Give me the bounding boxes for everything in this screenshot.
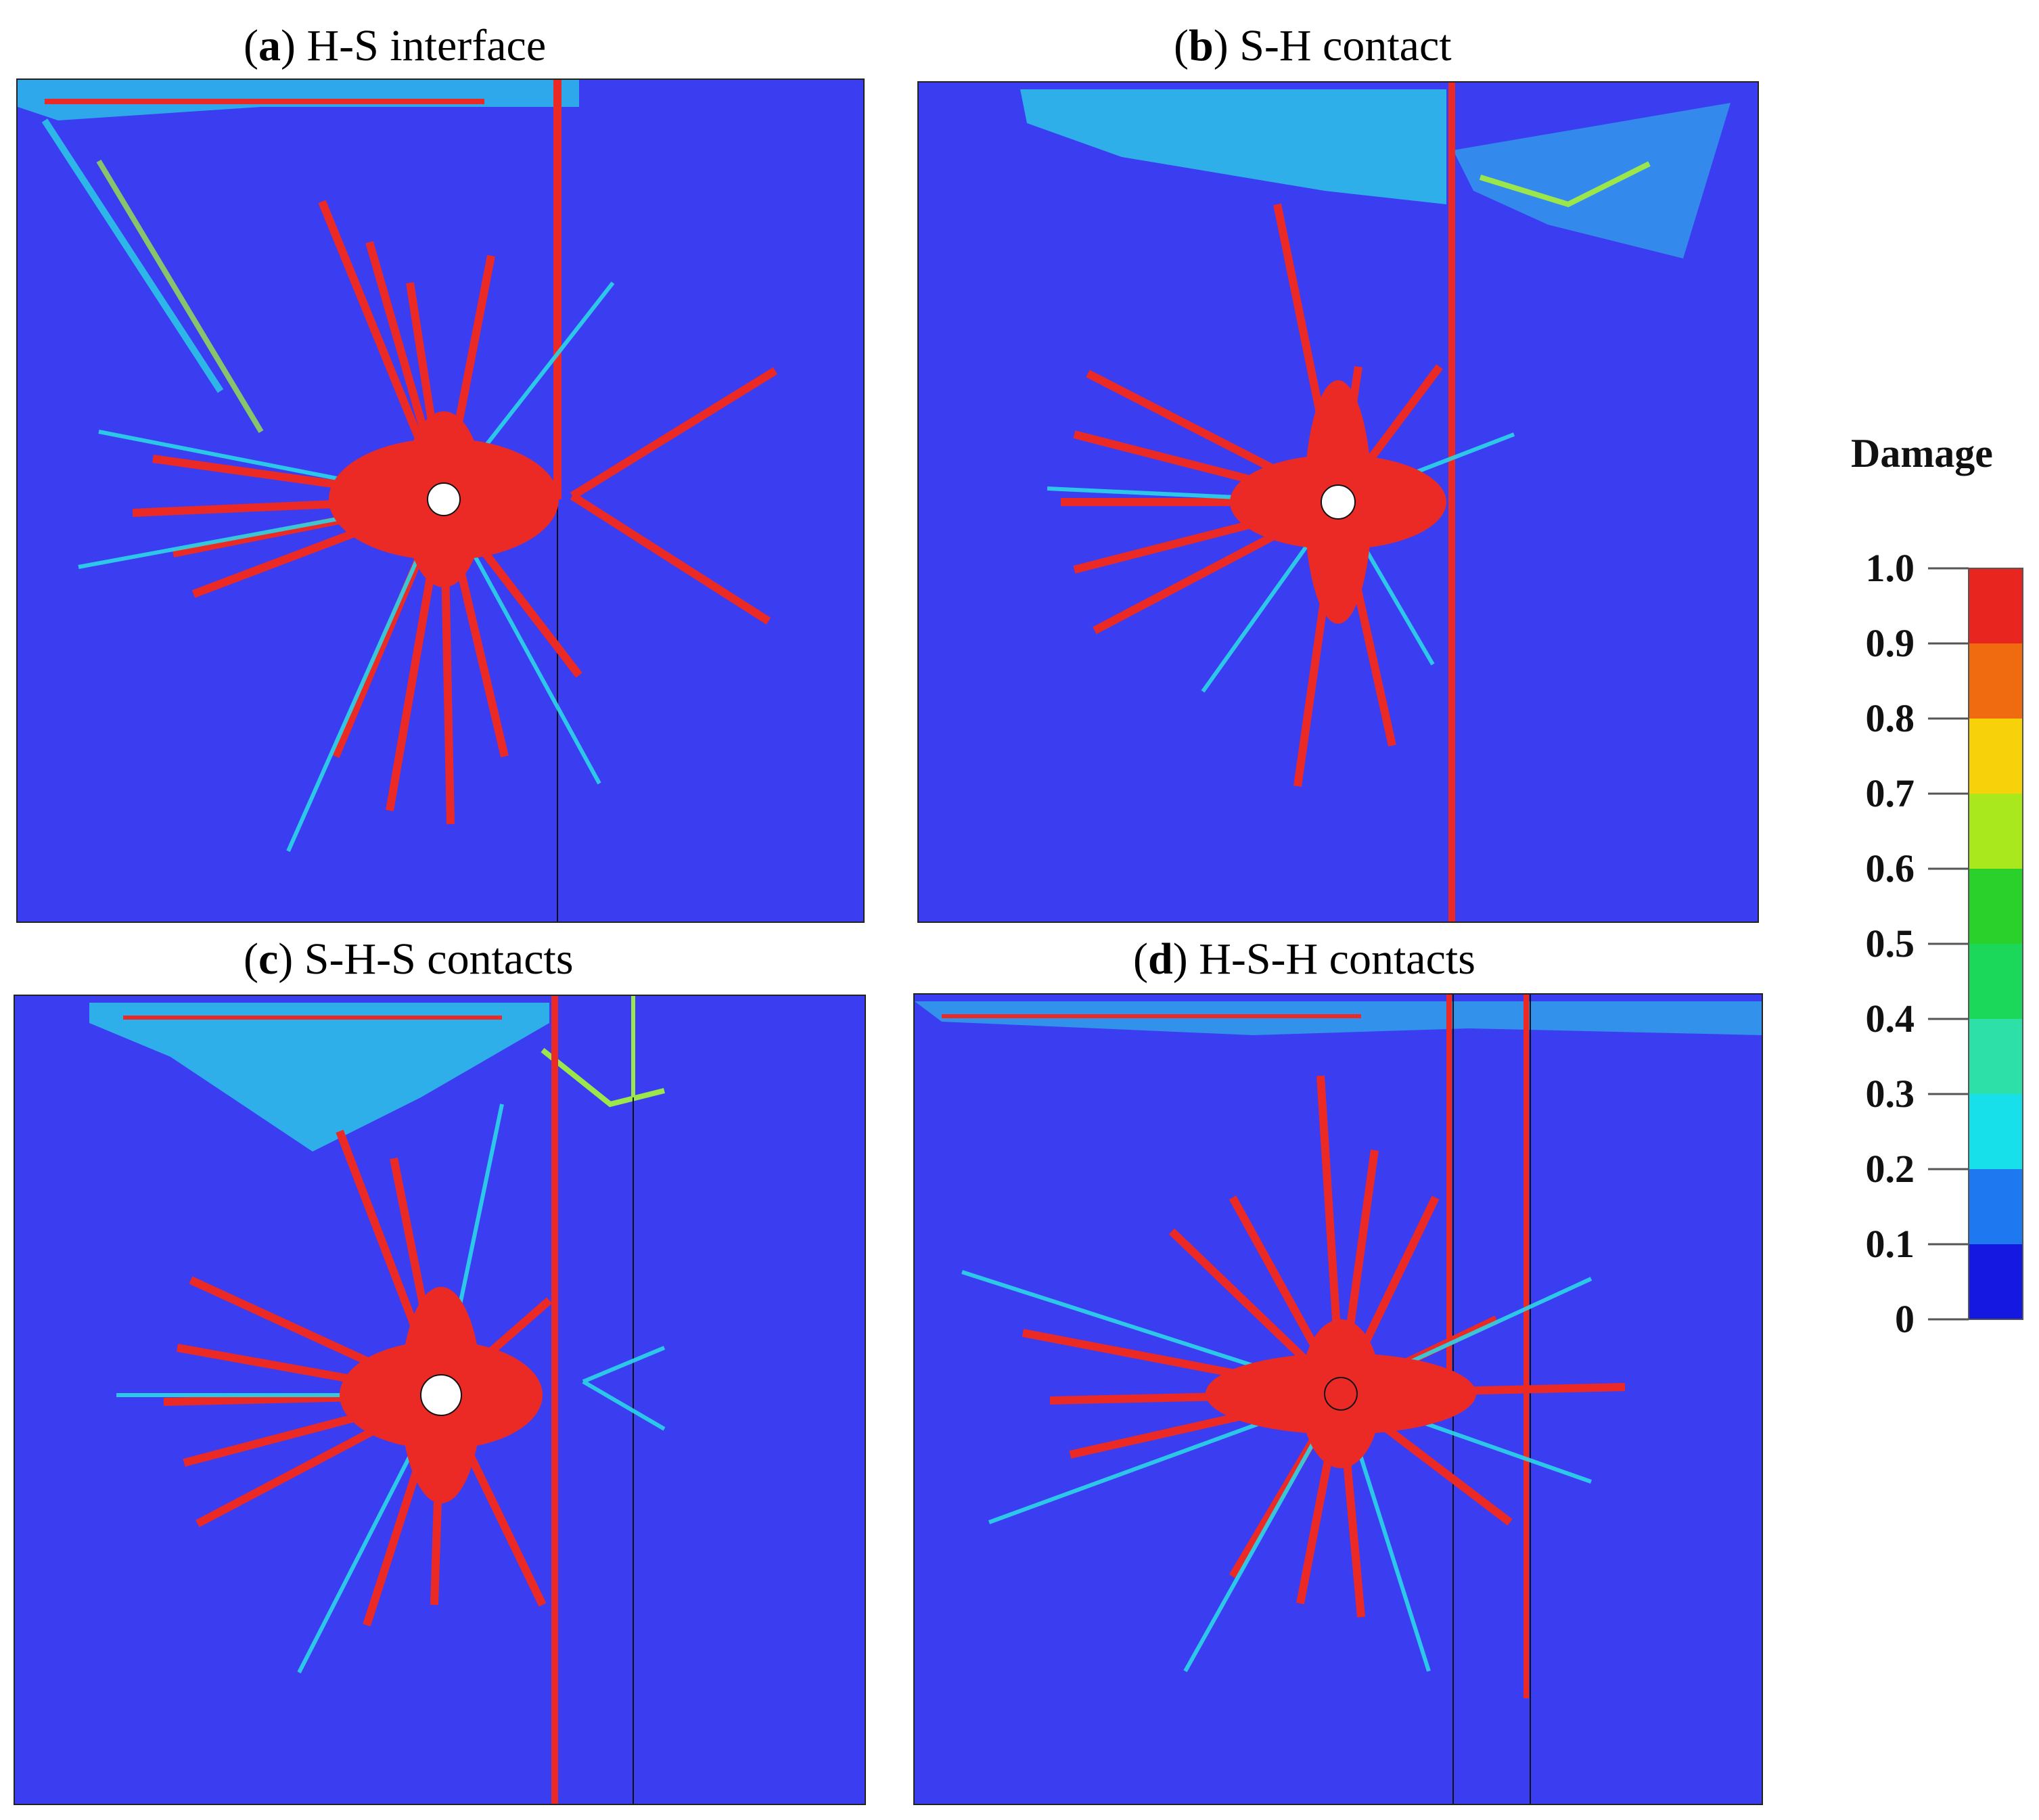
legend-title: Damage bbox=[1851, 431, 1993, 476]
colorbar-segment bbox=[1969, 1169, 2023, 1244]
top-damage-zone bbox=[915, 1001, 1762, 1035]
panel-title-c: (c) S-H-S contacts bbox=[244, 934, 574, 984]
damage-map-c bbox=[14, 995, 866, 1805]
colorbar-tick-label: 0 bbox=[1895, 1297, 1915, 1341]
top-damage-zone bbox=[1020, 89, 1731, 258]
colorbar-segment bbox=[1969, 1244, 2023, 1319]
colorbar-tick-label: 0.5 bbox=[1865, 922, 1915, 965]
colorbar-segment bbox=[1969, 794, 2023, 869]
colorbar-tick-label: 1.0 bbox=[1865, 546, 1915, 590]
borehole bbox=[1324, 1377, 1358, 1411]
colorbar-tick-label: 0.3 bbox=[1865, 1072, 1915, 1116]
crack-halo bbox=[78, 281, 615, 852]
colorbar-tick-label: 0.1 bbox=[1865, 1222, 1915, 1266]
colorbar-tick-label: 0.2 bbox=[1865, 1147, 1915, 1191]
damage-map-c-svg bbox=[89, 996, 666, 1804]
colorbar-tick-label: 0.7 bbox=[1865, 771, 1915, 815]
damage-colorbar bbox=[1827, 562, 2030, 1333]
top-damage-zone bbox=[89, 1003, 665, 1152]
panel-title-a: (a) H-S interface bbox=[244, 21, 547, 70]
colorbar-tick-label: 0.9 bbox=[1865, 621, 1915, 665]
borehole bbox=[427, 482, 461, 516]
colorbar-segment bbox=[1969, 719, 2023, 794]
colorbar-tick-label: 0.8 bbox=[1865, 696, 1915, 740]
borehole bbox=[1321, 484, 1356, 520]
damage-map-d bbox=[913, 993, 1763, 1805]
colorbar-segment bbox=[1969, 944, 2023, 1019]
borehole bbox=[420, 1374, 462, 1416]
colorbar-svg bbox=[1928, 567, 2023, 1321]
panel-title-b: (b) S-H contact bbox=[1174, 21, 1452, 70]
colorbar-tick-label: 0.6 bbox=[1865, 846, 1915, 890]
damage-map-b bbox=[917, 81, 1759, 923]
panel-title-d: (d) H-S-H contacts bbox=[1133, 934, 1475, 984]
colorbar-tick-label: 0.4 bbox=[1865, 997, 1915, 1041]
colorbar-segment bbox=[1969, 869, 2023, 944]
damage-map-b-svg bbox=[1020, 83, 1731, 922]
colorbar-segment bbox=[1969, 1019, 2023, 1094]
damage-map-a bbox=[16, 78, 865, 923]
colorbar-segment bbox=[1969, 643, 2023, 719]
colorbar-segment bbox=[1969, 568, 2023, 643]
colorbar-segment bbox=[1969, 1094, 2023, 1169]
top-damage-zone bbox=[18, 80, 579, 434]
damage-map-a-svg bbox=[18, 80, 778, 922]
damage-map-d-svg bbox=[915, 995, 1762, 1804]
